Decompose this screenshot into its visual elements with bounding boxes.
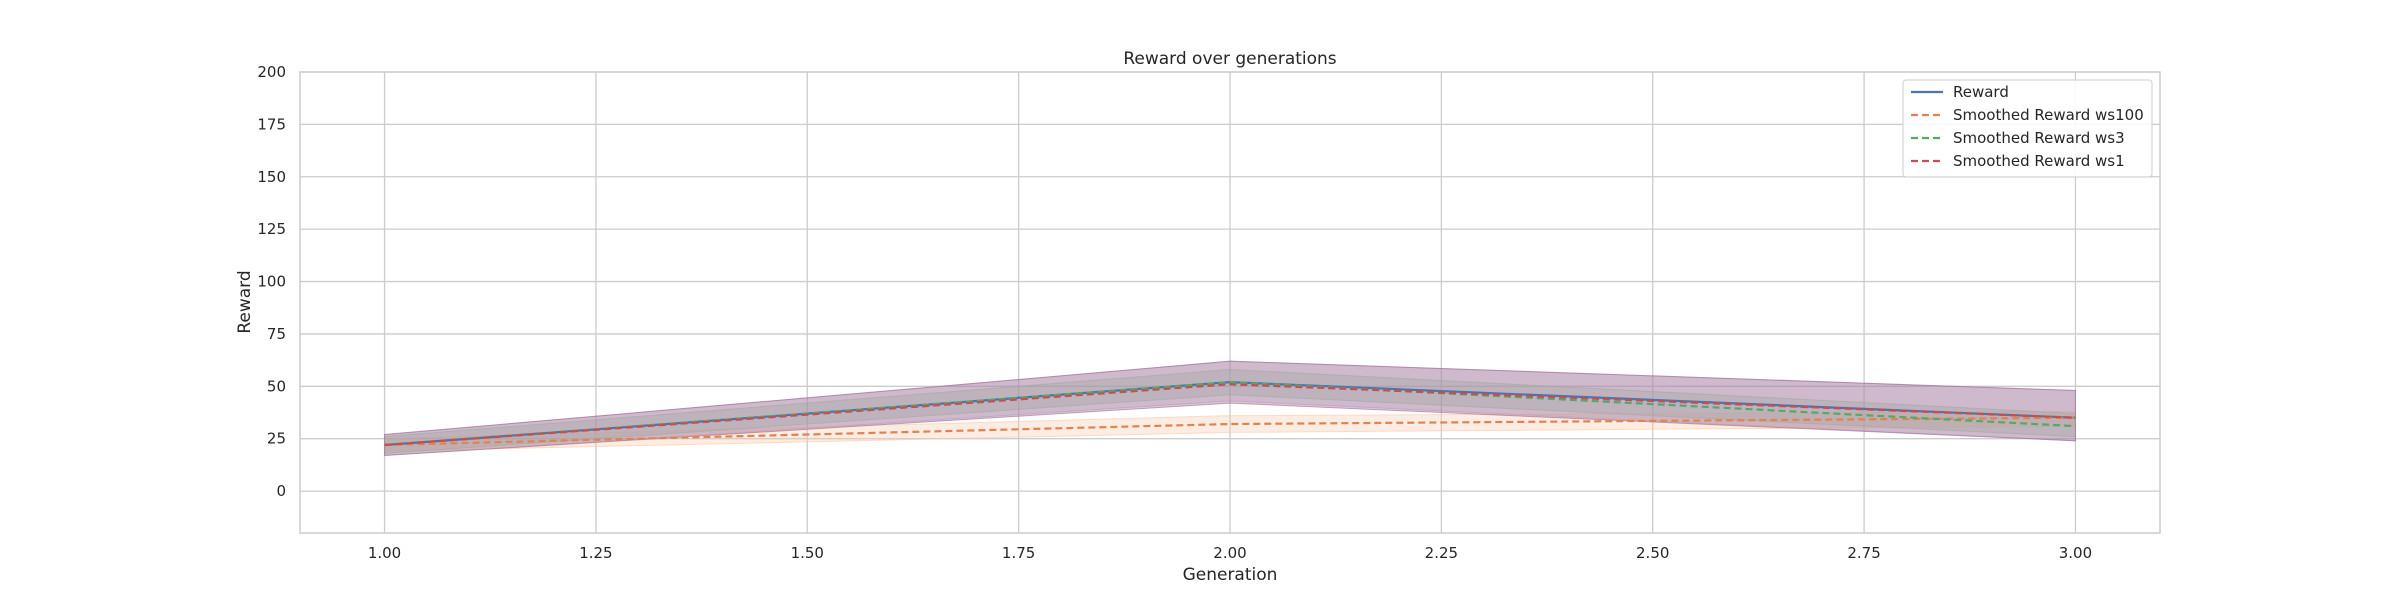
x-tick-label: 1.00 bbox=[368, 544, 401, 562]
x-tick-label: 2.50 bbox=[1636, 544, 1669, 562]
legend-label: Reward bbox=[1953, 83, 2009, 101]
y-tick-label: 125 bbox=[257, 220, 286, 238]
plot-frame bbox=[299, 71, 2161, 534]
series-line bbox=[384, 383, 2076, 447]
y-tick-label: 50 bbox=[267, 377, 286, 395]
x-tick-label: 1.50 bbox=[791, 544, 824, 562]
series-line bbox=[384, 381, 2076, 447]
y-tick-label: 100 bbox=[257, 273, 286, 291]
x-tick-label: 3.00 bbox=[2059, 544, 2092, 562]
y-tick-label: 0 bbox=[276, 482, 286, 500]
x-axis-label: Generation bbox=[1183, 565, 1278, 585]
x-tick-labels: 1.00 1.25 1.50 1.75 2.00 2.25 2.50 2.75 3.00 bbox=[368, 544, 2092, 562]
x-tick-label: 2.75 bbox=[1847, 544, 1880, 562]
y-tick-label: 200 bbox=[257, 63, 286, 81]
legend-label: Smoothed Reward ws100 bbox=[1953, 106, 2144, 124]
confidence-band bbox=[384, 360, 2076, 457]
legend-box bbox=[1902, 79, 2153, 178]
legend-label: Smoothed Reward ws3 bbox=[1953, 129, 2125, 147]
y-tick-label: 175 bbox=[257, 115, 286, 133]
series-lines bbox=[384, 381, 2076, 447]
y-tick-labels: 0 25 50 75 100 125 150 175 200 bbox=[257, 63, 286, 500]
x-tick-label: 1.25 bbox=[579, 544, 612, 562]
series-line bbox=[384, 416, 2076, 447]
x-tick-label: 1.75 bbox=[1002, 544, 1035, 562]
y-tick-label: 25 bbox=[267, 430, 286, 448]
x-tick-label: 2.25 bbox=[1425, 544, 1458, 562]
y-tick-label: 75 bbox=[267, 325, 286, 343]
legend-label: Smoothed Reward ws1 bbox=[1953, 152, 2125, 170]
legend: Reward Smoothed Reward ws100 Smoothed Rewa… bbox=[1902, 79, 2153, 178]
y-axis-label: Reward bbox=[235, 270, 255, 333]
chart-title: Reward over generations bbox=[1123, 49, 1336, 69]
x-tick-label: 2.00 bbox=[1213, 544, 1246, 562]
y-tick-label: 150 bbox=[257, 168, 286, 186]
